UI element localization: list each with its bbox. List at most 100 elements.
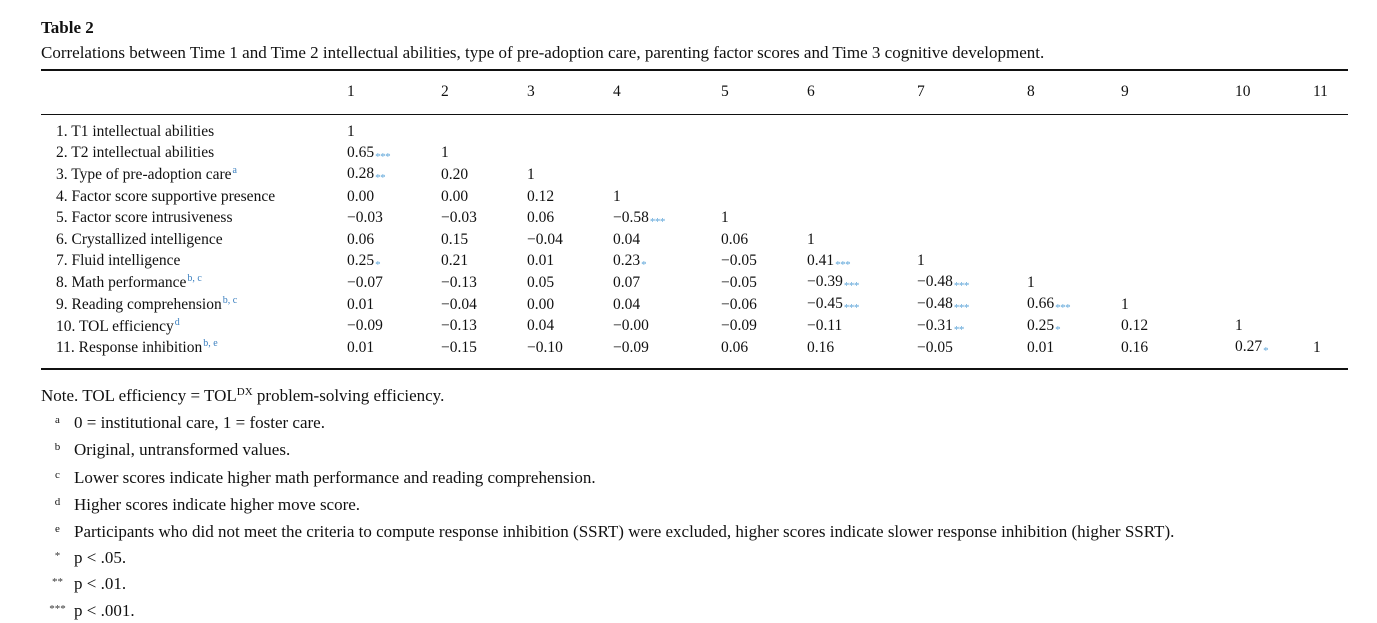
correlation-cell: 0.16 — [1121, 337, 1235, 359]
correlation-cell: 0.00 — [441, 186, 527, 208]
row-label-text: 1. T1 intellectual abilities — [56, 122, 215, 140]
significance-marker[interactable]: ** — [953, 323, 965, 336]
correlation-cell: −0.39*** — [807, 272, 917, 294]
table-body: 1. T1 intellectual abilities 1 2. T2 intel… — [41, 114, 1348, 359]
correlation-value: −0.04 — [527, 230, 563, 248]
header-row: 1 2 3 4 5 6 7 8 9 10 11 — [41, 70, 1348, 114]
correlation-cell — [807, 207, 917, 229]
footnote-reference[interactable]: b, c — [187, 273, 202, 285]
correlation-cell: 1 — [1121, 294, 1235, 316]
correlation-cell: −0.58*** — [613, 207, 721, 229]
correlation-cell — [1235, 164, 1313, 186]
footnote-mark: *** — [49, 602, 66, 615]
correlation-value: −0.11 — [807, 317, 843, 335]
correlation-value: −0.13 — [441, 317, 477, 335]
footnote-list: a 0 = institutional care, 1 = foster care… — [41, 408, 1174, 623]
significance-marker[interactable]: * — [1055, 323, 1061, 336]
correlation-value: −0.48 — [917, 295, 953, 313]
significance-marker[interactable]: *** — [843, 280, 860, 293]
significance-marker[interactable]: *** — [649, 215, 666, 228]
footnote-text: 0 = institutional care, 1 = foster care. — [74, 413, 325, 433]
correlation-cell: −0.15 — [441, 337, 527, 359]
table-row: 11. Response inhibitionb, e 0.01 −0.15 −0.1… — [41, 337, 1348, 359]
correlation-cell — [1027, 229, 1121, 251]
footnote-reference[interactable]: b, c — [222, 295, 238, 307]
significance-marker[interactable]: *** — [843, 302, 860, 315]
correlation-value: 0.01 — [1027, 338, 1055, 356]
correlation-cell: 0.06 — [721, 337, 807, 359]
correlation-cell — [917, 164, 1027, 186]
correlation-cell: 0.01 — [527, 251, 613, 273]
header-rule — [41, 114, 1348, 115]
footnote-reference[interactable]: a — [232, 165, 237, 177]
significance-marker[interactable]: *** — [953, 302, 970, 315]
row-label: 7. Fluid intelligence — [41, 251, 347, 273]
correlation-cell: 0.00 — [347, 186, 441, 208]
correlation-value: 1 — [1313, 338, 1321, 356]
table-notes: Note. TOL efficiency = TOLDX problem-sol… — [41, 380, 1174, 623]
correlation-cell: 0.28** — [347, 164, 441, 186]
correlation-cell — [1235, 229, 1313, 251]
correlation-cell: 1 — [807, 229, 917, 251]
correlation-cell: −0.13 — [441, 315, 527, 337]
significance-marker[interactable]: *** — [835, 258, 851, 271]
correlation-cell — [1121, 143, 1235, 165]
correlation-cell: 0.07 — [613, 272, 721, 294]
significance-marker[interactable]: ** — [375, 172, 386, 185]
footnote-reference[interactable]: d — [174, 316, 180, 328]
significance-marker[interactable]: * — [375, 258, 381, 271]
correlation-cell: 0.04 — [613, 294, 721, 316]
correlation-value: 1 — [527, 165, 535, 183]
footnote-mark: a — [55, 414, 60, 427]
significance-marker[interactable]: *** — [953, 280, 970, 293]
correlation-cell — [1313, 186, 1348, 208]
correlation-value: −0.39 — [807, 273, 843, 291]
significance-marker[interactable]: * — [1263, 345, 1269, 358]
correlation-value: 0.01 — [347, 338, 375, 356]
correlation-cell: −0.11 — [807, 315, 917, 337]
correlation-value: −0.03 — [441, 209, 477, 227]
table-row: 8. Math performanceb, c −0.07 −0.13 0.05 0.0… — [41, 272, 1348, 294]
row-label: 10. TOL efficiencyd — [41, 315, 347, 337]
footnote: a 0 = institutional care, 1 = foster care… — [41, 408, 1174, 435]
footnote-reference[interactable]: b, e — [203, 338, 218, 350]
correlation-cell — [1313, 143, 1348, 165]
row-label: 9. Reading comprehensionb, c — [41, 294, 347, 316]
correlation-value: 0.27 — [1235, 338, 1263, 356]
column-header-6: 6 — [807, 83, 815, 100]
correlation-value: 0.16 — [1121, 338, 1149, 356]
correlation-value: 0.41 — [807, 251, 835, 269]
table-caption: Correlations between Time 1 and Time 2 i… — [41, 43, 1045, 62]
correlation-cell: −0.05 — [721, 272, 807, 294]
correlation-cell: 0.12 — [1121, 315, 1235, 337]
correlation-cell — [1121, 229, 1235, 251]
correlation-cell: −0.03 — [347, 207, 441, 229]
correlation-cell — [917, 207, 1027, 229]
correlation-value: −0.07 — [347, 273, 383, 291]
bottom-rule — [41, 368, 1348, 370]
correlation-cell: 1 — [721, 207, 807, 229]
correlation-value: −0.09 — [347, 317, 383, 335]
correlation-value: −0.58 — [613, 208, 649, 226]
significance-marker[interactable]: *** — [375, 150, 391, 163]
correlation-cell: 1 — [1027, 272, 1121, 294]
significance-marker[interactable]: * — [641, 258, 647, 271]
table-row: 7. Fluid intelligence 0.25* 0.21 0.01 0.23* −… — [41, 251, 1348, 273]
correlation-value: −0.48 — [917, 273, 953, 291]
correlation-cell — [1027, 121, 1121, 143]
significance-marker[interactable]: *** — [1055, 302, 1071, 315]
correlation-value: 0.25 — [1027, 316, 1055, 334]
correlation-cell: 0.25* — [1027, 315, 1121, 337]
correlation-cell: 1 — [1235, 315, 1313, 337]
correlation-cell: 0.04 — [527, 315, 613, 337]
correlation-value: 1 — [1027, 273, 1035, 291]
correlation-cell — [1313, 229, 1348, 251]
correlation-value: −0.06 — [721, 295, 757, 313]
footnote-text: Original, untransformed values. — [74, 440, 291, 460]
row-label: 4. Factor score supportive presence — [41, 186, 347, 208]
correlation-cell — [1121, 207, 1235, 229]
correlation-value: 0.12 — [1121, 317, 1149, 335]
correlation-value: −0.09 — [613, 338, 649, 356]
correlation-cell: 0.41*** — [807, 251, 917, 273]
column-header-5: 5 — [721, 83, 729, 100]
